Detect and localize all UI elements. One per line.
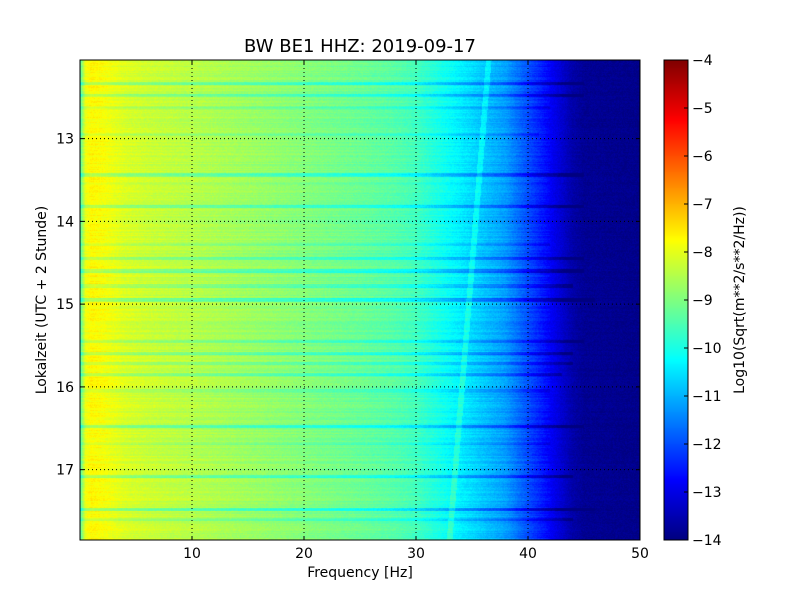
plot-frame [79,59,641,541]
colorbar-tick-label: −14 [692,533,722,549]
colorbar-tick-label: −7 [692,197,713,213]
grid-lines [80,60,640,540]
x-tick-label: 10 [183,546,201,562]
x-tick-label: 40 [519,546,537,562]
y-tick-label: 16 [56,380,74,396]
colorbar-tick-label: −4 [692,53,713,69]
colorbar-tick-label: −9 [692,293,713,309]
colorbar-ticks: −4 −5 −6 −7 −8 −9 −10 −11 −12 −13 −14 [684,53,722,549]
x-axis-label: Frequency [Hz] [307,565,413,581]
y-axis-ticks: 13 14 15 16 17 [56,132,640,479]
colorbar: −4 −5 −6 −7 −8 −9 −10 −11 −12 −13 −14 [663,53,722,549]
colorbar-tick-label: −5 [692,101,713,117]
y-tick-label: 14 [56,214,74,230]
y-tick-label: 15 [56,297,74,313]
plot-area: 10 20 30 40 50 13 14 15 16 17 [56,59,649,562]
colorbar-tick-label: −8 [692,245,713,261]
spectrogram-heatmap [80,60,640,540]
chart-title: BW BE1 HHZ: 2019-09-17 [244,36,476,57]
colorbar-tick-label: −10 [692,341,722,357]
colorbar-tick-label: −6 [692,149,713,165]
y-axis-label: Lokalzeit (UTC + 2 Stunde) [34,206,50,395]
y-tick-label: 17 [56,463,74,479]
colorbar-label: Log10(Sqrt(m**2/s**2/Hz)) [732,206,748,394]
x-tick-label: 20 [295,546,313,562]
colorbar-tick-label: −12 [692,437,722,453]
colorbar-tick-label: −13 [692,485,722,501]
y-tick-label: 13 [56,132,74,148]
x-axis-ticks: 10 20 30 40 50 [183,60,649,562]
x-tick-label: 50 [631,546,649,562]
colorbar-tick-label: −11 [692,389,722,405]
x-tick-label: 30 [407,546,425,562]
